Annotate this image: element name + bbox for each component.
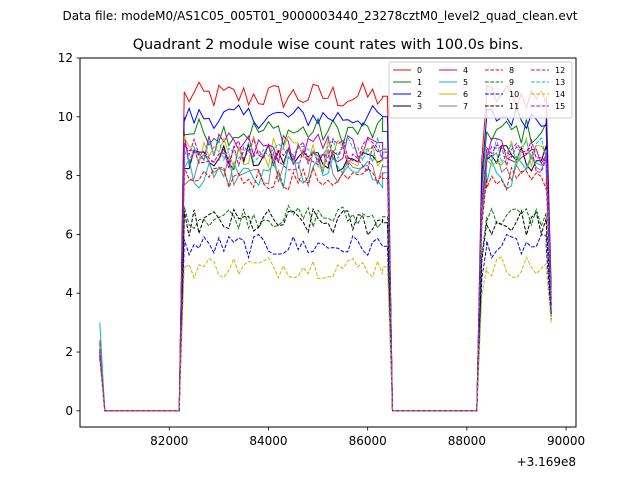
figure-suptitle: Data file: modeM0/AS1C05_005T01_90000034… bbox=[62, 9, 577, 23]
legend-label-12: 12 bbox=[555, 66, 565, 75]
x-offset-label: +3.169e8 bbox=[517, 455, 576, 469]
x-tick-label: 90000 bbox=[547, 434, 585, 448]
chart-title: Quadrant 2 module wise count rates with … bbox=[133, 37, 524, 53]
y-tick-label: 12 bbox=[58, 51, 73, 65]
series-layer bbox=[99, 81, 552, 412]
series-line-6 bbox=[99, 135, 552, 412]
series-line-14 bbox=[99, 256, 552, 412]
legend-label-11: 11 bbox=[509, 102, 519, 111]
x-tick-label: 84000 bbox=[249, 434, 287, 448]
legend-label-5: 5 bbox=[463, 78, 468, 87]
x-tick-label: 88000 bbox=[448, 434, 486, 448]
axes-frame bbox=[79, 57, 577, 428]
legend-box bbox=[388, 61, 573, 119]
x-tick-label: 82000 bbox=[150, 434, 188, 448]
y-tick-label: 6 bbox=[65, 227, 73, 241]
legend-label-8: 8 bbox=[509, 66, 514, 75]
series-line-10 bbox=[99, 233, 552, 412]
legend-label-1: 1 bbox=[417, 78, 422, 87]
y-tick-label: 4 bbox=[65, 286, 73, 300]
legend-label-6: 6 bbox=[463, 90, 468, 99]
y-tick-label: 0 bbox=[65, 404, 73, 418]
x-tick-label: 86000 bbox=[349, 434, 387, 448]
legend-label-10: 10 bbox=[509, 90, 519, 99]
legend-label-2: 2 bbox=[417, 90, 422, 99]
legend-label-0: 0 bbox=[417, 66, 422, 75]
legend-label-9: 9 bbox=[509, 78, 514, 87]
legend-label-3: 3 bbox=[417, 102, 422, 111]
series-line-11 bbox=[99, 207, 552, 412]
legend-label-4: 4 bbox=[463, 66, 468, 75]
series-line-9 bbox=[99, 204, 552, 412]
legend-label-14: 14 bbox=[555, 90, 565, 99]
legend-label-15: 15 bbox=[555, 102, 565, 111]
y-tick-label: 10 bbox=[58, 110, 73, 124]
legend-label-13: 13 bbox=[555, 78, 565, 87]
series-line-13 bbox=[99, 135, 552, 412]
y-tick-label: 2 bbox=[65, 345, 73, 359]
y-tick-label: 8 bbox=[65, 169, 73, 183]
legend-label-7: 7 bbox=[463, 102, 468, 111]
series-line-15 bbox=[99, 137, 552, 412]
